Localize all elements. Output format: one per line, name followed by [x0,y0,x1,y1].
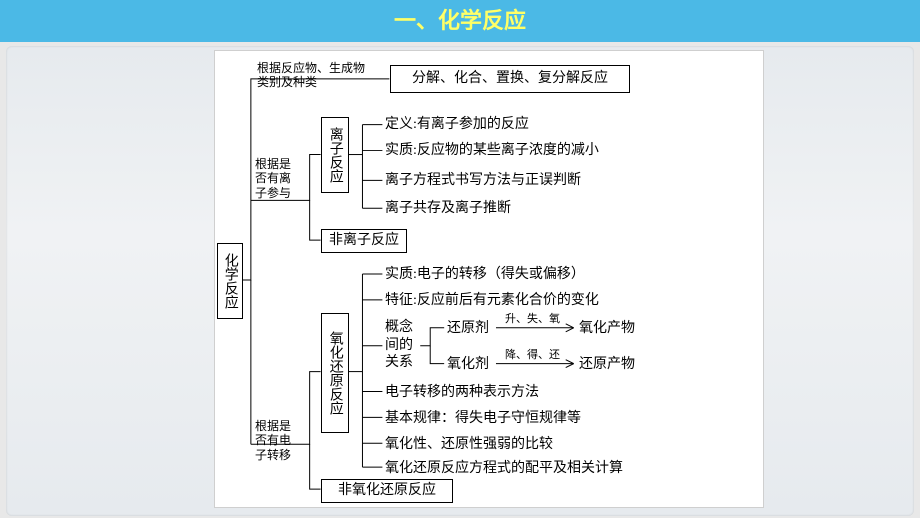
concept-label: 概念 间的 关系 [385,319,413,372]
reaction-types-text: 分解、化合、置换、复分解反应 [412,71,608,86]
redox-r5: 基本规律：得失电子守恒规律等 [385,411,581,428]
ionic-d3: 离子方程式书写方法与正误判断 [385,173,581,190]
concept-b-agent: 氧化剂 [447,357,489,374]
non-redox-label: 非氧化还原反应 [338,483,436,498]
edge-ion-l2: 否有离 [255,171,291,185]
redox-box: 氧化还原反应 [321,313,349,433]
concept-l1: 概念 [385,320,413,335]
root-box: 化学反应 [217,243,243,319]
edge-ion-l1: 根据是 [255,157,291,171]
title-bar: 一、化学反应 [0,0,920,42]
ionic-d1: 定义:有离子参加的反应 [385,117,529,134]
ionic-d4: 离子共存及离子推断 [385,201,511,218]
reaction-types-box: 分解、化合、置换、复分解反应 [390,65,630,93]
content-panel: 化学反应 分解、化合、置换、复分解反应 根据反应物、生成物 类别及种类 根据是 … [6,46,914,516]
concept-l2: 间的 [385,338,413,353]
title-text: 一、化学反应 [394,8,526,33]
concept-b-product: 还原产物 [579,357,635,374]
non-ionic-box: 非离子反应 [321,229,407,253]
concept-l3: 关系 [385,355,413,370]
redox-label: 氧化还原反应 [327,331,342,415]
redox-r2: 特征:反应前后有元素化合价的变化 [385,293,599,310]
redox-r7: 氧化还原反应方程式的配平及相关计算 [385,461,623,478]
non-ionic-label: 非离子反应 [329,233,399,248]
edge-label-ion: 根据是 否有离 子参与 [255,157,291,200]
redox-r1: 实质:电子的转移（得失或偏移） [385,267,585,284]
diagram-area: 化学反应 分解、化合、置换、复分解反应 根据反应物、生成物 类别及种类 根据是 … [214,50,764,508]
edge-top-l1: 根据反应物、生成物 [257,61,365,75]
root-label: 化学反应 [222,253,237,309]
concept-a-agent: 还原剂 [447,321,489,338]
concept-b-arrow-label: 降、得、还 [505,349,560,362]
edge-label-top: 根据反应物、生成物 类别及种类 [257,61,365,90]
concept-a-product: 氧化产物 [579,321,635,338]
redox-r6: 氧化性、还原性强弱的比较 [385,437,553,454]
ionic-box: 离子反应 [321,117,349,193]
redox-r4: 电子转移的两种表示方法 [385,385,539,402]
edge-top-l2: 类别及种类 [257,75,317,89]
ionic-d2: 实质:反应物的某些离子浓度的减小 [385,143,599,160]
edge-label-redox: 根据是 否有电 子转移 [255,419,291,462]
edge-redox-l3: 子转移 [255,448,291,462]
edge-ion-l3: 子参与 [255,186,291,200]
ionic-label: 离子反应 [327,127,342,183]
non-redox-box: 非氧化还原反应 [321,479,453,503]
edge-redox-l1: 根据是 [255,419,291,433]
edge-redox-l2: 否有电 [255,433,291,447]
concept-a-arrow-label: 升、失、氧 [505,313,560,326]
